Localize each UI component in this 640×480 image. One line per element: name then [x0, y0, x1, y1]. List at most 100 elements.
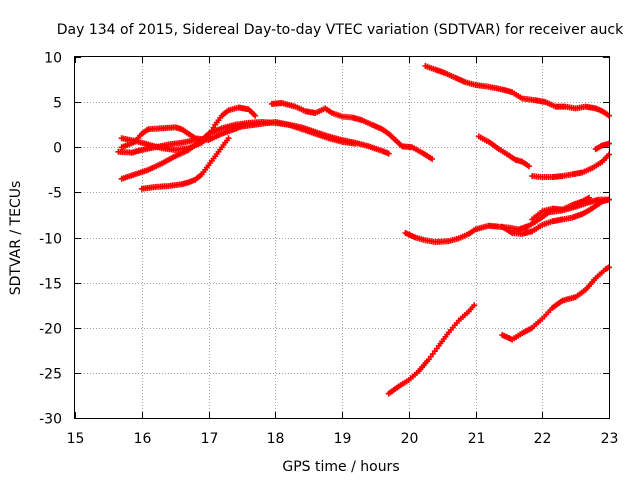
data-point — [341, 115, 343, 118]
data-point — [588, 201, 590, 204]
data-point — [541, 224, 544, 226]
data-point — [201, 173, 203, 176]
data-point — [541, 210, 544, 213]
series-trace-f — [268, 100, 436, 162]
data-point — [473, 304, 476, 307]
data-point — [428, 358, 430, 361]
x-tick-label: 23 — [601, 431, 619, 447]
data-point — [498, 148, 500, 150]
data-point — [117, 151, 120, 153]
data-point — [161, 127, 163, 130]
series-trace-n — [529, 194, 592, 223]
data-point — [147, 143, 150, 146]
data-point — [541, 176, 544, 178]
y-tick-label: -5 — [48, 186, 62, 202]
y-tick-label: -10 — [39, 232, 62, 248]
data-point — [594, 148, 597, 150]
data-point — [561, 175, 564, 177]
data-point — [521, 233, 523, 235]
data-point — [424, 65, 427, 67]
y-tick-label: -20 — [39, 322, 62, 338]
data-point — [314, 131, 317, 133]
data-point — [301, 126, 303, 129]
data-point — [551, 207, 554, 210]
data-point — [130, 151, 133, 154]
data-point — [538, 218, 540, 221]
data-point — [518, 228, 520, 231]
series-markers — [422, 63, 612, 119]
data-point — [154, 146, 156, 149]
x-tick-label: 21 — [468, 431, 486, 447]
data-point — [488, 141, 490, 143]
data-point — [134, 141, 136, 143]
data-point — [327, 135, 330, 138]
data-point — [187, 132, 190, 135]
data-point — [141, 149, 143, 151]
data-point — [411, 146, 413, 149]
data-point — [194, 178, 196, 181]
x-axis-label: GPS time / hours — [282, 459, 399, 475]
data-point — [604, 268, 607, 270]
data-point — [448, 331, 450, 334]
data-point — [514, 159, 517, 161]
data-point — [371, 123, 373, 126]
data-point — [561, 208, 564, 211]
data-point — [571, 173, 574, 176]
data-point — [574, 296, 577, 298]
data-point — [521, 160, 523, 163]
data-point — [464, 81, 467, 84]
data-point — [581, 200, 584, 203]
data-point — [387, 152, 390, 155]
data-point — [511, 232, 513, 234]
data-point — [221, 132, 223, 135]
data-point — [501, 334, 504, 336]
data-point — [237, 106, 240, 109]
y-axis-label: SDTVAR / TECUs — [8, 181, 24, 296]
series-trace-d — [138, 135, 232, 192]
axis-ticks — [75, 57, 610, 419]
data-point — [367, 145, 370, 148]
data-point — [120, 137, 123, 139]
data-point — [174, 149, 176, 151]
data-point — [521, 97, 523, 100]
data-point — [531, 175, 533, 177]
data-point — [181, 141, 183, 144]
data-point — [227, 109, 230, 111]
data-point — [521, 332, 523, 335]
series-trace-e — [115, 135, 212, 156]
data-point — [434, 241, 437, 243]
data-point — [331, 112, 333, 114]
series-markers — [529, 151, 612, 180]
data-point — [601, 160, 604, 163]
data-point — [474, 84, 477, 86]
data-point — [431, 158, 433, 160]
chart-title: Day 134 of 2015, Sidereal Day-to-day VTE… — [57, 22, 624, 38]
data-point — [167, 143, 170, 146]
data-point — [511, 91, 513, 93]
data-point — [271, 103, 273, 105]
data-point — [161, 162, 163, 165]
data-point — [381, 150, 383, 152]
data-point — [571, 204, 574, 206]
series-trace-g — [272, 119, 392, 157]
data-point — [468, 310, 470, 313]
data-point — [214, 155, 216, 158]
data-point — [247, 108, 250, 111]
data-point — [581, 213, 584, 215]
data-point — [167, 185, 170, 187]
data-point — [508, 154, 510, 157]
series-trace-p — [499, 264, 612, 343]
data-point — [324, 107, 327, 110]
data-point — [541, 317, 544, 320]
data-point — [544, 101, 547, 103]
series-trace-i — [475, 133, 532, 170]
x-tick-label: 18 — [267, 431, 285, 447]
series-trace-h — [422, 63, 612, 119]
data-point — [528, 225, 530, 227]
data-point — [408, 379, 410, 381]
data-point — [444, 72, 447, 74]
data-point — [241, 125, 243, 128]
data-point — [181, 183, 183, 186]
data-point — [214, 123, 216, 126]
data-point — [574, 107, 577, 110]
